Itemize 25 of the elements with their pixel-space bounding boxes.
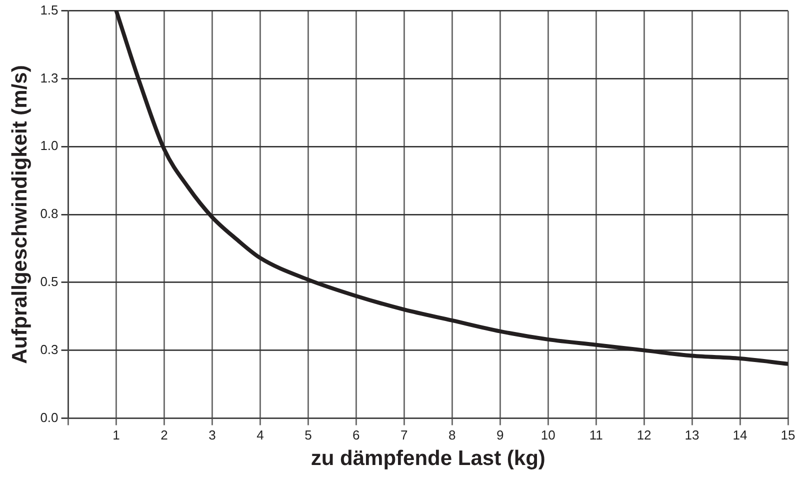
x-tick-label: 4 xyxy=(256,428,264,443)
x-tick-label: 14 xyxy=(732,428,748,443)
x-tick-label: 12 xyxy=(636,428,652,443)
y-tick-label: 0.5 xyxy=(40,274,58,289)
y-tick-label: 1.3 xyxy=(40,70,58,86)
x-tick-label: 3 xyxy=(208,428,216,443)
x-tick-label: 2 xyxy=(160,428,168,443)
y-tick-label: 0.0 xyxy=(40,410,58,425)
x-tick-label: 10 xyxy=(540,428,556,443)
y-tick-label: 1.0 xyxy=(40,138,58,154)
line-series xyxy=(114,10,788,366)
x-tick-label: 11 xyxy=(589,428,603,443)
y-tick-label: 0.3 xyxy=(40,342,58,357)
y-tick-label: 0.8 xyxy=(40,206,58,222)
x-tick-label: 6 xyxy=(352,428,360,443)
x-tick-label: 15 xyxy=(780,428,796,443)
y-tick-label: 1.5 xyxy=(40,2,58,18)
x-tick-label: 8 xyxy=(448,428,456,443)
x-tick-label: 5 xyxy=(304,428,312,443)
x-tick-label: 7 xyxy=(400,428,408,443)
y-axis-title: Aufprallgeschwindigkeit (m/s) xyxy=(8,65,32,364)
x-tick-label: 9 xyxy=(496,428,504,443)
x-axis-title: zu dämpfende Last (kg) xyxy=(310,447,546,470)
x-tick-label: 13 xyxy=(684,428,700,443)
x-tick-label: 1 xyxy=(112,428,120,443)
